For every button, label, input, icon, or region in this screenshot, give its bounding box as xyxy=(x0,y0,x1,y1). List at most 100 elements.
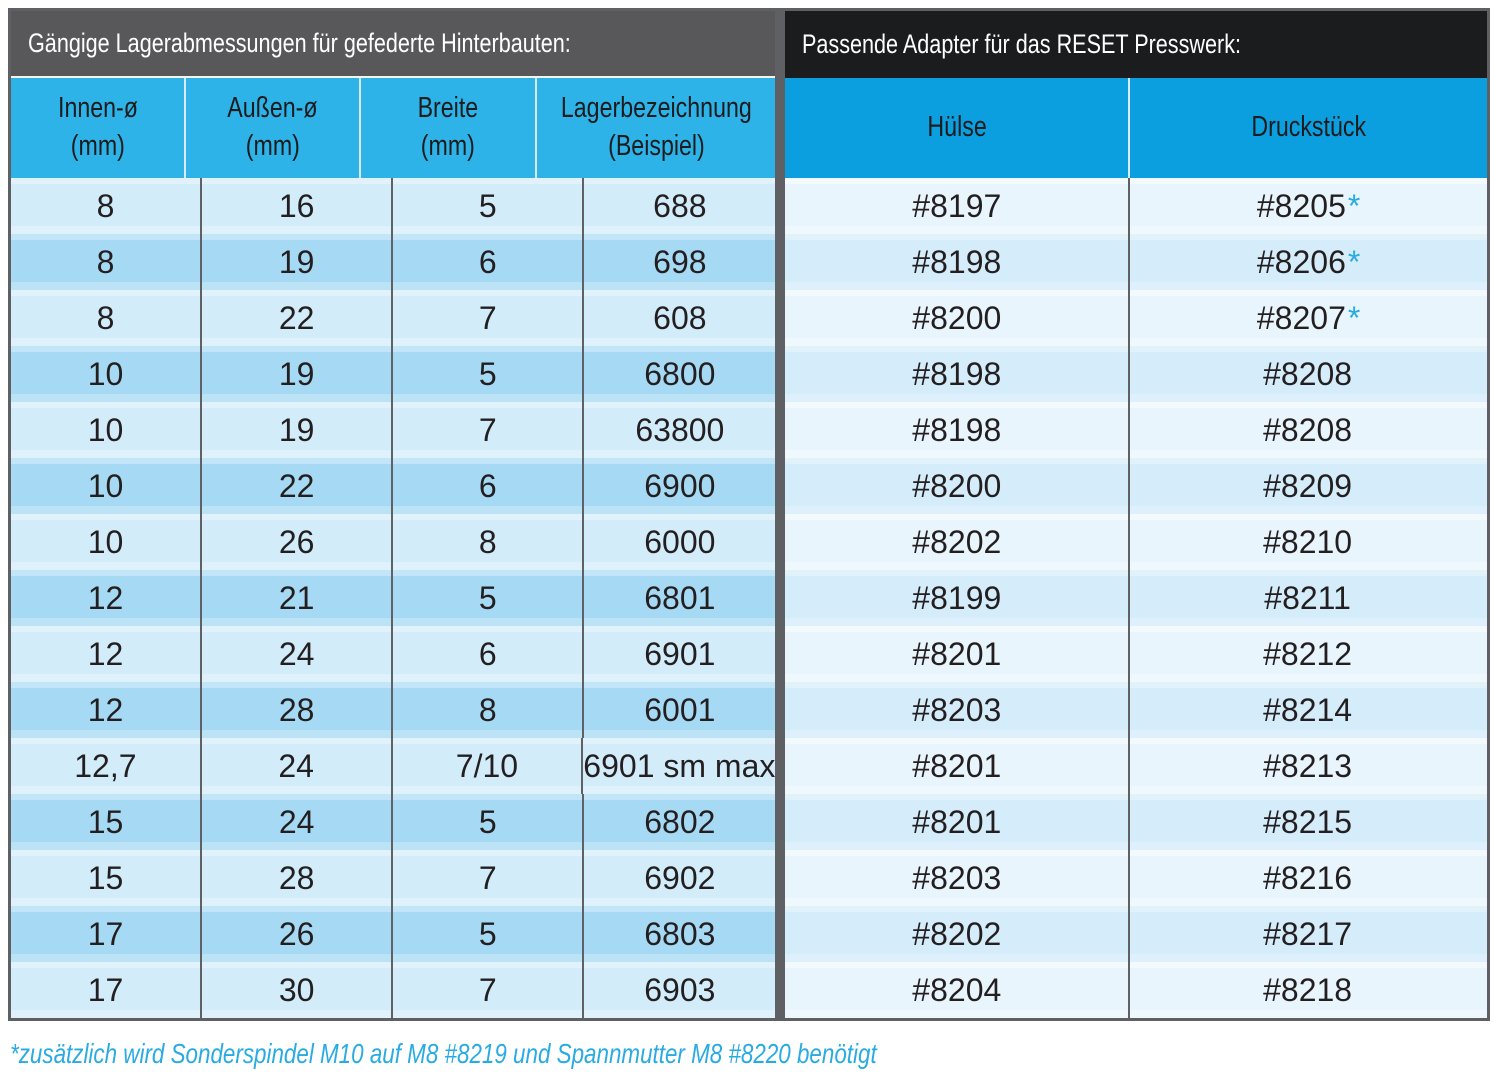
table-cell: 15 xyxy=(11,850,203,906)
adapter-number: #8217 xyxy=(1263,915,1353,952)
table-cell: 698 xyxy=(653,243,707,280)
adapter-number: #8212 xyxy=(1263,635,1353,672)
col-header-line: (mm) xyxy=(245,130,300,162)
table-row: 8 19 6 698 xyxy=(11,234,776,290)
table-row: 10 26 8 6000 xyxy=(11,514,776,570)
table-cell: 5 xyxy=(393,906,585,962)
table-cell: #8211 xyxy=(1130,570,1487,626)
table-cell: #8203 xyxy=(785,850,1131,906)
table-row: #8203 #8216 xyxy=(785,850,1487,906)
table-row: 15 24 5 6802 xyxy=(11,794,776,850)
table-cell: 6800 xyxy=(644,355,716,392)
table-cell: 5 xyxy=(393,346,585,402)
table-cell: 6 xyxy=(393,626,585,682)
table-cell: 6902 xyxy=(644,859,716,896)
col-header-line: Lagerbezeichnung xyxy=(560,92,752,125)
adapter-number: #8206 xyxy=(1256,243,1346,280)
bearing-dimensions-table: Gängige Lagerabmessungen für gefederte H… xyxy=(11,11,776,1018)
table-row: 12 21 5 6801 xyxy=(11,570,776,626)
table-cell: #8214 xyxy=(1130,682,1487,738)
table-cell: #8200 xyxy=(785,290,1131,346)
table-cell: #8206 * xyxy=(1130,234,1487,290)
table-cell: #8198 xyxy=(785,402,1131,458)
table-row: #8201 #8212 xyxy=(785,626,1487,682)
adapter-table: Passende Adapter für das RESET Presswerk… xyxy=(785,11,1487,1018)
table-row: #8201 #8215 xyxy=(785,794,1487,850)
table-row: #8199 #8211 xyxy=(785,570,1487,626)
table-cell: #8201 xyxy=(785,794,1131,850)
table-row: 10 19 7 63800 xyxy=(11,402,776,458)
table-cell: 5 xyxy=(393,178,585,234)
table-row: #8201 #8213 xyxy=(785,738,1487,794)
table-cell: 26 xyxy=(202,514,394,570)
table-cell: 24 xyxy=(202,794,394,850)
col-header-line: Außen-ø xyxy=(227,92,318,125)
table-cell: 10 xyxy=(11,402,203,458)
table-cell: #8208 xyxy=(1130,346,1487,402)
table-cell: 8 xyxy=(11,234,203,290)
table-row: #8203 #8214 xyxy=(785,682,1487,738)
table-cell: 22 xyxy=(202,458,394,514)
footnote-star: * xyxy=(1347,187,1361,224)
table-row: #8202 #8210 xyxy=(785,514,1487,570)
table-row: #8200 #8209 xyxy=(785,458,1487,514)
table-cell: 6 xyxy=(393,458,585,514)
table-cell: 17 xyxy=(11,962,203,1018)
table-row: 8 16 5 688 xyxy=(11,178,776,234)
table-cell: #8202 xyxy=(785,906,1131,962)
table-cell: 7 xyxy=(393,290,585,346)
table-row: 17 30 7 6903 xyxy=(11,962,776,1018)
table-cell: #8210 xyxy=(1130,514,1487,570)
table-row: 12 24 6 6901 xyxy=(11,626,776,682)
left-table-title-bar: Gängige Lagerabmessungen für gefederte H… xyxy=(11,11,776,78)
table-cell: 19 xyxy=(202,402,394,458)
table-row: 12,7 24 7/10 6901 sm max xyxy=(11,738,776,794)
table-cell: #8213 xyxy=(1130,738,1487,794)
table-cell: 12 xyxy=(11,626,203,682)
table-cell: 10 xyxy=(11,458,203,514)
table-cell: 16 xyxy=(202,178,394,234)
table-cell: 6803 xyxy=(644,915,716,952)
footnote-star: * xyxy=(1347,243,1361,280)
table-cell: 6 xyxy=(393,234,585,290)
table-cell: #8197 xyxy=(785,178,1131,234)
left-table-title: Gängige Lagerabmessungen für gefederte H… xyxy=(28,28,571,58)
adapter-number: #8213 xyxy=(1263,747,1353,784)
col-header-huelse: Hülse xyxy=(785,78,1131,178)
right-table-title: Passende Adapter für das RESET Presswerk… xyxy=(802,29,1242,59)
left-table-header-row: Innen-ø (mm) Außen-ø (mm) Breite (mm) Lager… xyxy=(11,78,776,178)
table-cell: 28 xyxy=(202,850,394,906)
table-cell: 7 xyxy=(393,850,585,906)
table-row: #8198 #8208 xyxy=(785,402,1487,458)
table-cell: #8200 xyxy=(785,458,1131,514)
table-cell: 6801 xyxy=(644,579,716,616)
table-cell: 24 xyxy=(202,626,394,682)
table-cell: 26 xyxy=(202,906,394,962)
table-cell: #8218 xyxy=(1130,962,1487,1018)
adapter-number: #8218 xyxy=(1263,971,1353,1008)
adapter-number: #8215 xyxy=(1263,803,1353,840)
table-cell: 19 xyxy=(202,346,394,402)
table-cell: 608 xyxy=(653,299,707,336)
table-cell: 17 xyxy=(11,906,203,962)
table-cell: 10 xyxy=(11,346,203,402)
table-row: 10 19 5 6800 xyxy=(11,346,776,402)
table-row: #8200 #8207 * xyxy=(785,290,1487,346)
col-header-line: Druckstück xyxy=(1251,111,1366,144)
adapter-number: #8209 xyxy=(1263,467,1353,504)
table-cell: 19 xyxy=(202,234,394,290)
table-cell: 6802 xyxy=(644,803,716,840)
table-cell: 6901 sm max xyxy=(583,747,776,784)
table-cell: #8202 xyxy=(785,514,1131,570)
adapter-number: #8216 xyxy=(1263,859,1353,896)
col-header-innen: Innen-ø (mm) xyxy=(11,78,187,178)
table-cell: 10 xyxy=(11,514,203,570)
table-cell: #8201 xyxy=(785,626,1131,682)
footnote-star: * xyxy=(1347,299,1361,336)
table-cell: #8207 * xyxy=(1130,290,1487,346)
table-row: 17 26 5 6803 xyxy=(11,906,776,962)
table-cell: #8204 xyxy=(785,962,1131,1018)
table-cell: 6900 xyxy=(644,467,716,504)
table-row: #8197 #8205 * xyxy=(785,178,1487,234)
table-cell: 6903 xyxy=(644,971,716,1008)
